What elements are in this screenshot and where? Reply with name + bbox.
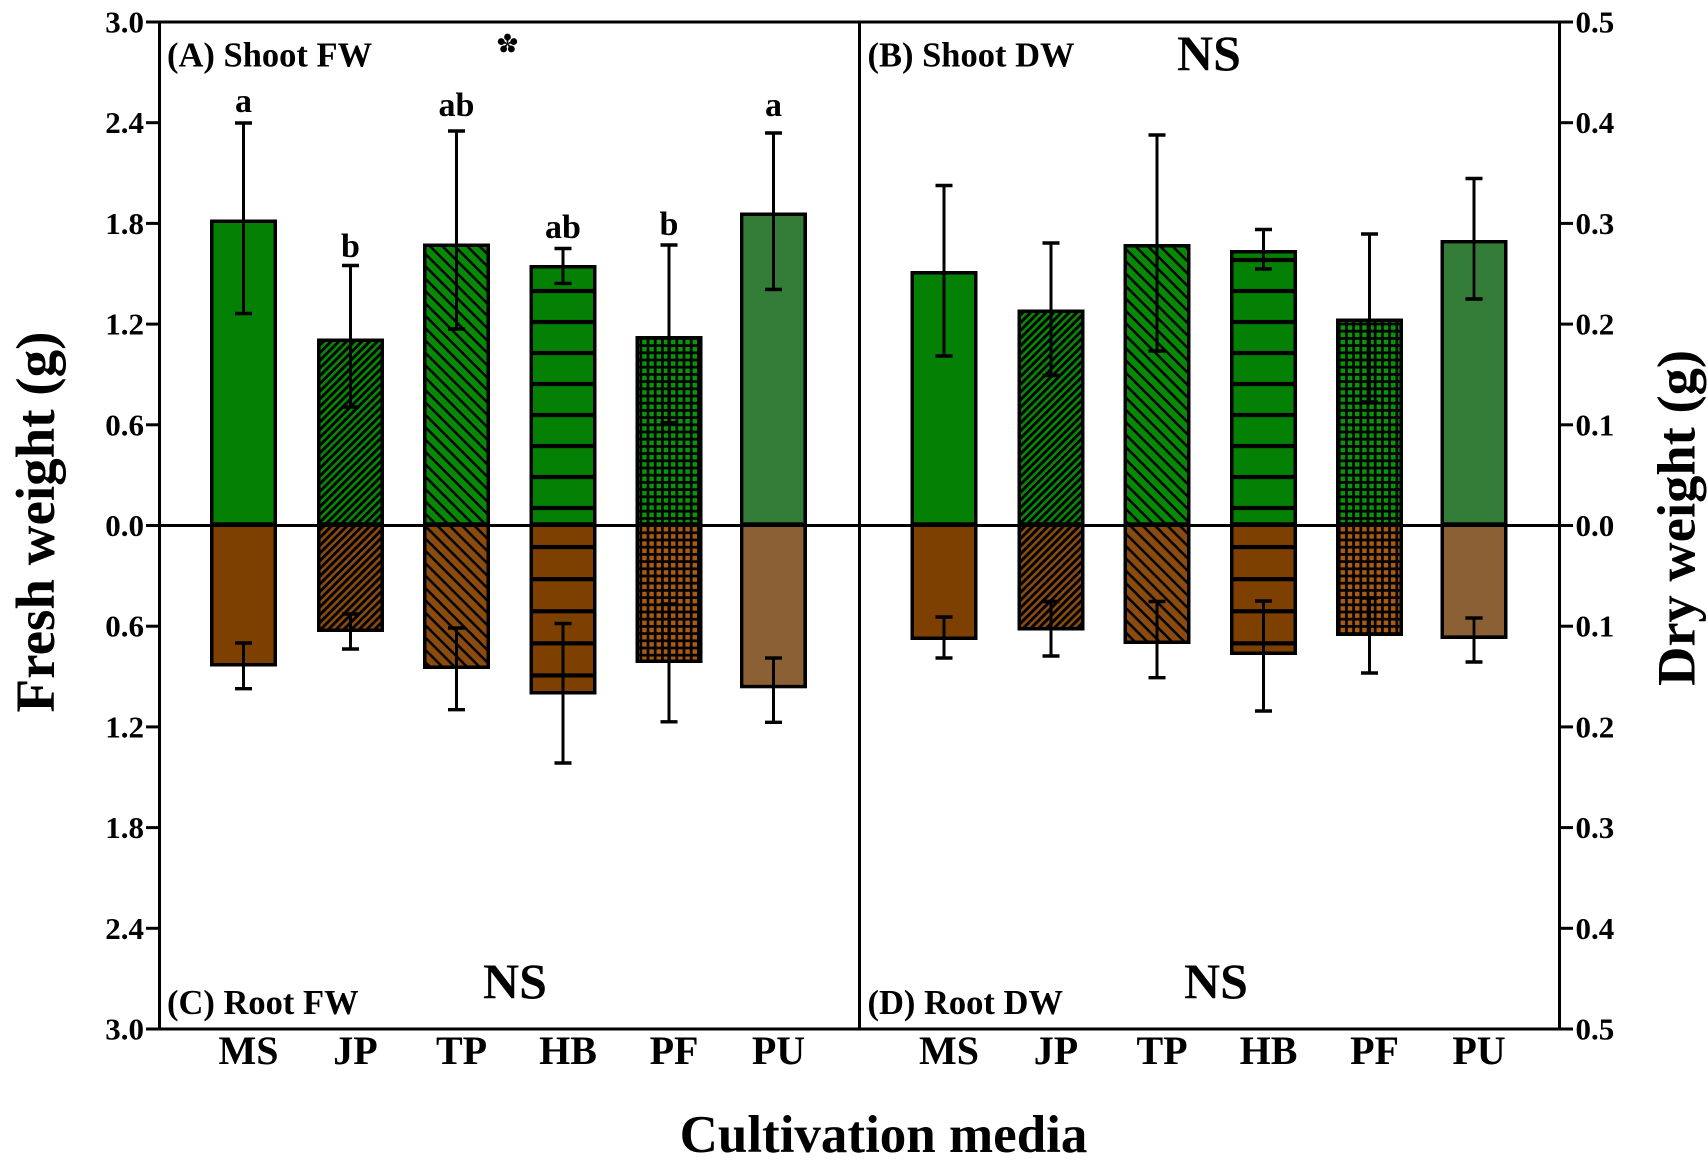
svg-text:TP: TP bbox=[1136, 1028, 1187, 1073]
svg-text:0.2: 0.2 bbox=[1576, 307, 1615, 342]
svg-text:(B) Shoot DW: (B) Shoot DW bbox=[868, 37, 1075, 75]
svg-text:MS: MS bbox=[219, 1028, 279, 1073]
svg-text:PF: PF bbox=[1350, 1028, 1399, 1073]
svg-text:1.8: 1.8 bbox=[105, 206, 144, 241]
svg-text:NS: NS bbox=[483, 953, 547, 1009]
svg-text:JP: JP bbox=[1034, 1028, 1078, 1073]
svg-text:PU: PU bbox=[1452, 1028, 1505, 1073]
svg-text:3.0: 3.0 bbox=[105, 1012, 144, 1047]
svg-text:JP: JP bbox=[333, 1028, 377, 1073]
svg-text:1.8: 1.8 bbox=[105, 810, 144, 845]
svg-text:Fresh weight (g): Fresh weight (g) bbox=[5, 332, 66, 713]
svg-text:0.5: 0.5 bbox=[1576, 5, 1615, 40]
svg-text:3.0: 3.0 bbox=[105, 5, 144, 40]
svg-text:Cultivation media: Cultivation media bbox=[680, 1106, 1088, 1164]
svg-text:1.2: 1.2 bbox=[105, 307, 144, 342]
svg-text:0.0: 0.0 bbox=[105, 508, 144, 543]
svg-text:NS: NS bbox=[1177, 25, 1241, 81]
svg-text:0.1: 0.1 bbox=[1576, 609, 1615, 644]
svg-text:TP: TP bbox=[436, 1028, 487, 1073]
svg-text:1.2: 1.2 bbox=[105, 709, 144, 744]
svg-text:NS: NS bbox=[1184, 953, 1248, 1009]
svg-text:a: a bbox=[765, 87, 782, 124]
svg-text:Dry weight (g): Dry weight (g) bbox=[1646, 350, 1707, 686]
svg-text:ab: ab bbox=[545, 209, 581, 246]
svg-text:0.4: 0.4 bbox=[1576, 105, 1615, 140]
svg-text:b: b bbox=[341, 228, 360, 265]
svg-text:0.1: 0.1 bbox=[1576, 407, 1615, 442]
svg-text:HB: HB bbox=[1240, 1028, 1298, 1073]
svg-text:0.3: 0.3 bbox=[1576, 810, 1615, 845]
svg-text:a: a bbox=[235, 83, 252, 120]
svg-text:PU: PU bbox=[752, 1028, 805, 1073]
svg-text:b: b bbox=[660, 206, 679, 243]
svg-text:ab: ab bbox=[439, 87, 475, 124]
svg-text:0.5: 0.5 bbox=[1576, 1012, 1615, 1047]
svg-text:MS: MS bbox=[919, 1028, 979, 1073]
svg-text:(C) Root FW: (C) Root FW bbox=[167, 984, 359, 1022]
svg-text:PF: PF bbox=[650, 1028, 699, 1073]
svg-text:2.4: 2.4 bbox=[105, 911, 144, 946]
svg-text:0.6: 0.6 bbox=[105, 609, 144, 644]
svg-text:0.4: 0.4 bbox=[1576, 911, 1615, 946]
svg-text:0.0: 0.0 bbox=[1576, 508, 1615, 543]
svg-text:2.4: 2.4 bbox=[105, 105, 144, 140]
svg-text:0.2: 0.2 bbox=[1576, 709, 1615, 744]
svg-text:0.3: 0.3 bbox=[1576, 206, 1615, 241]
svg-text:HB: HB bbox=[539, 1028, 597, 1073]
svg-text:0.6: 0.6 bbox=[105, 407, 144, 442]
svg-text:(A) Shoot FW: (A) Shoot FW bbox=[167, 37, 372, 75]
svg-text:(D) Root DW: (D) Root DW bbox=[868, 984, 1063, 1022]
